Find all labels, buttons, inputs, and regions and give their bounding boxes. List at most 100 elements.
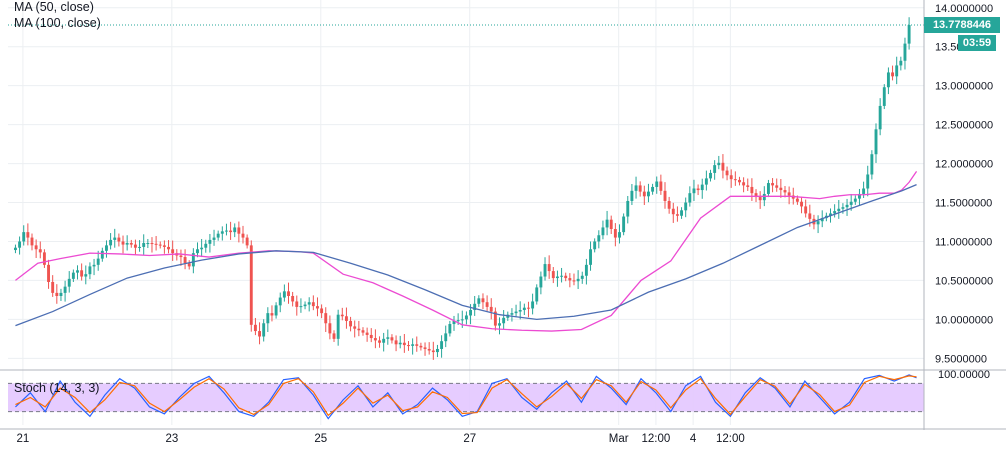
candle-body — [270, 313, 274, 316]
candle-body — [411, 344, 415, 346]
candle-body — [858, 193, 861, 199]
candle-body — [436, 348, 439, 353]
candle-body — [659, 181, 663, 191]
candle-body — [187, 263, 191, 267]
candle-body — [105, 245, 108, 251]
candle-body — [22, 232, 26, 242]
candle-body — [795, 198, 799, 202]
y-tick-label: 14.0000000 — [935, 3, 993, 15]
candle-body — [407, 345, 410, 347]
x-tick-label: 12:00 — [642, 433, 671, 445]
candle-body — [630, 190, 634, 201]
candle-body — [539, 276, 543, 288]
candle-body — [688, 193, 692, 203]
candle-body — [196, 249, 199, 254]
candle-body — [220, 231, 224, 234]
candle-body — [100, 250, 104, 259]
candle-body — [262, 323, 266, 337]
candle-body — [142, 243, 146, 247]
candle-body — [324, 313, 328, 324]
candle-body — [456, 320, 460, 322]
candle-body — [493, 311, 497, 326]
candle-body — [249, 245, 253, 325]
candle-body — [287, 291, 290, 296]
legend-stoch: Stoch (14, 3, 3) — [14, 381, 100, 395]
candle-body — [448, 324, 452, 334]
ma100-line — [15, 184, 917, 327]
stoch-top-label: 100.00000 — [938, 369, 990, 381]
candle-body — [758, 197, 762, 201]
candle-body — [829, 213, 832, 216]
candle-body — [589, 249, 592, 265]
candle-body — [390, 337, 394, 341]
candle-body — [316, 306, 319, 309]
candle-body — [684, 202, 688, 211]
candle-body — [775, 185, 779, 188]
candle-body — [473, 303, 477, 311]
candle-body — [729, 175, 733, 180]
candle-body — [423, 347, 427, 349]
candle-body — [572, 280, 576, 282]
candle-body — [332, 333, 336, 339]
candle-body — [71, 272, 75, 279]
candle-body — [344, 316, 348, 321]
candle-body — [547, 264, 551, 272]
candle-body — [117, 237, 121, 242]
candle-body — [555, 276, 559, 279]
candle-body — [489, 306, 493, 312]
candle-body — [502, 317, 506, 324]
candle-body — [150, 243, 154, 245]
candle-body — [191, 253, 195, 267]
candle-body — [340, 314, 344, 317]
candle-body — [899, 60, 903, 66]
candle-body — [891, 72, 895, 77]
candle-body — [895, 65, 899, 77]
candle-body — [692, 188, 696, 194]
candle-body — [717, 162, 721, 166]
candle-body — [866, 174, 870, 189]
candle-body — [543, 264, 547, 277]
last-price-tag: 13.7788446 — [924, 17, 1000, 34]
y-tick-label: 11.0000000 — [935, 236, 992, 248]
candle-body — [30, 237, 34, 246]
candle-body — [179, 255, 183, 258]
candle-body — [481, 298, 485, 303]
candle-body — [568, 278, 572, 281]
candle-body — [386, 337, 390, 339]
candle-body — [216, 233, 220, 238]
candle-body — [754, 193, 758, 198]
candle-body — [307, 302, 311, 305]
candle-body — [369, 334, 373, 339]
stoch-k-line — [15, 374, 917, 420]
candle-body — [353, 326, 357, 329]
candle-body — [514, 311, 518, 314]
candle-body — [460, 319, 464, 321]
y-tick-label: 10.5000000 — [935, 275, 993, 287]
candle-body — [47, 264, 50, 282]
candle-body — [647, 191, 650, 197]
candle-body — [51, 281, 55, 293]
candle-body — [398, 342, 402, 345]
candle-body — [84, 274, 88, 277]
candle-body — [237, 227, 241, 234]
candle-body — [675, 214, 679, 216]
candle-body — [762, 193, 766, 201]
candle-body — [357, 328, 361, 331]
candle-body — [704, 178, 708, 185]
candle-body — [700, 184, 704, 191]
candle-body — [680, 210, 684, 216]
candle-body — [651, 186, 655, 192]
candle-body — [26, 232, 30, 238]
stoch-pane — [8, 374, 924, 420]
candle-body — [721, 162, 725, 171]
candle-body — [804, 206, 808, 214]
candle-body — [766, 183, 770, 194]
y-tick-label: 13.0000000 — [935, 81, 993, 93]
x-tick-label: Mar — [609, 433, 629, 445]
candle-body — [485, 302, 489, 307]
candle-body — [113, 237, 117, 240]
candle-body — [613, 229, 617, 238]
candle-body — [278, 297, 282, 306]
